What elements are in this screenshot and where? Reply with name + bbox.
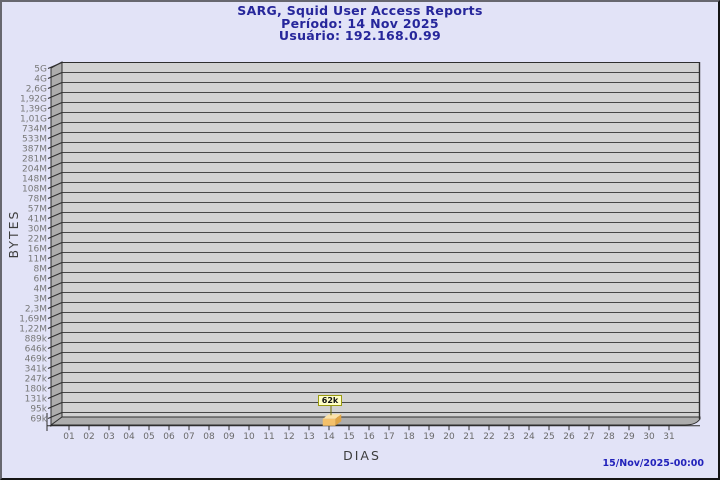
svg-text:1,39G: 1,39G bbox=[20, 105, 47, 115]
svg-text:734M: 734M bbox=[22, 125, 47, 135]
y-axis-labels: 5G4G2,6G1,92G1,39G1,01G734M533M387M281M2… bbox=[19, 65, 48, 425]
bar-value-label: 62k bbox=[318, 395, 342, 406]
svg-text:5G: 5G bbox=[34, 65, 47, 75]
svg-text:2,3M: 2,3M bbox=[25, 305, 47, 315]
chart-header: SARG, Squid User Access Reports Período:… bbox=[2, 3, 718, 43]
svg-text:02: 02 bbox=[83, 432, 94, 442]
svg-text:180k: 180k bbox=[25, 385, 48, 395]
svg-text:17: 17 bbox=[383, 432, 394, 442]
svg-text:31: 31 bbox=[663, 432, 674, 442]
svg-text:95k: 95k bbox=[30, 405, 47, 415]
svg-text:16: 16 bbox=[363, 432, 375, 442]
svg-text:3M: 3M bbox=[34, 295, 48, 305]
svg-text:08: 08 bbox=[203, 432, 215, 442]
bar-day-14 bbox=[322, 414, 342, 426]
svg-text:23: 23 bbox=[503, 432, 514, 442]
svg-text:11: 11 bbox=[263, 432, 274, 442]
svg-text:6M: 6M bbox=[34, 275, 48, 285]
svg-text:06: 06 bbox=[163, 432, 175, 442]
svg-text:11M: 11M bbox=[28, 255, 47, 265]
x-axis-title: DIAS bbox=[343, 448, 381, 463]
svg-text:07: 07 bbox=[183, 432, 194, 442]
svg-text:1,22M: 1,22M bbox=[19, 325, 47, 335]
svg-text:26: 26 bbox=[563, 432, 575, 442]
svg-text:108M: 108M bbox=[22, 185, 47, 195]
y-axis-ticks bbox=[47, 62, 63, 419]
svg-text:18: 18 bbox=[403, 432, 415, 442]
svg-text:4M: 4M bbox=[34, 285, 48, 295]
svg-text:30M: 30M bbox=[28, 225, 47, 235]
chart-period: Período: 14 Nov 2025 bbox=[281, 15, 439, 31]
svg-text:27: 27 bbox=[583, 432, 594, 442]
svg-text:14: 14 bbox=[323, 432, 335, 442]
svg-text:16M: 16M bbox=[28, 245, 47, 255]
svg-text:09: 09 bbox=[223, 432, 235, 442]
svg-text:03: 03 bbox=[103, 432, 114, 442]
svg-text:28: 28 bbox=[603, 432, 615, 442]
plot-area bbox=[62, 62, 700, 417]
svg-text:889k: 889k bbox=[25, 335, 48, 345]
svg-text:25: 25 bbox=[543, 432, 554, 442]
svg-text:387M: 387M bbox=[22, 145, 47, 155]
floor bbox=[49, 416, 701, 426]
svg-text:04: 04 bbox=[123, 432, 135, 442]
svg-text:20: 20 bbox=[443, 432, 455, 442]
svg-text:13: 13 bbox=[303, 432, 314, 442]
svg-text:30: 30 bbox=[643, 432, 655, 442]
svg-text:69k: 69k bbox=[30, 415, 47, 425]
svg-text:15: 15 bbox=[343, 432, 354, 442]
chart-title: SARG, Squid User Access Reports bbox=[237, 3, 483, 18]
svg-text:2,6G: 2,6G bbox=[26, 85, 47, 95]
svg-text:247k: 247k bbox=[25, 375, 48, 385]
svg-text:469k: 469k bbox=[25, 355, 48, 365]
svg-text:21: 21 bbox=[463, 432, 474, 442]
svg-text:22M: 22M bbox=[28, 235, 47, 245]
svg-text:19: 19 bbox=[423, 432, 435, 442]
svg-text:646k: 646k bbox=[25, 345, 48, 355]
x-axis-ticks bbox=[68, 425, 670, 431]
svg-text:8M: 8M bbox=[34, 265, 48, 275]
svg-text:533M: 533M bbox=[22, 135, 47, 145]
svg-text:1,92G: 1,92G bbox=[20, 95, 47, 105]
svg-text:12: 12 bbox=[283, 432, 294, 442]
svg-text:1,01G: 1,01G bbox=[20, 115, 47, 125]
svg-text:281M: 281M bbox=[22, 155, 47, 165]
svg-text:57M: 57M bbox=[28, 205, 47, 215]
svg-text:204M: 204M bbox=[22, 165, 47, 175]
svg-text:29: 29 bbox=[623, 432, 635, 442]
svg-text:10: 10 bbox=[243, 432, 255, 442]
svg-text:1,69M: 1,69M bbox=[19, 315, 47, 325]
svg-text:41M: 41M bbox=[28, 215, 47, 225]
svg-text:148M: 148M bbox=[22, 175, 47, 185]
svg-text:24: 24 bbox=[523, 432, 535, 442]
svg-text:131k: 131k bbox=[25, 395, 48, 405]
svg-text:4G: 4G bbox=[34, 75, 47, 85]
y-axis-title: BYTES bbox=[6, 209, 21, 259]
svg-text:78M: 78M bbox=[28, 195, 47, 205]
x-axis-labels: 01 02 03 04 05 06 07 08 09 10 11 12 13 14 15 16 17 18 19 20… bbox=[63, 432, 674, 442]
svg-text:341k: 341k bbox=[25, 365, 48, 375]
generation-timestamp: 15/Nov/2025-00:00 bbox=[602, 458, 704, 469]
chart-user: Usuário: 192.168.0.99 bbox=[278, 28, 442, 43]
svg-text:22: 22 bbox=[483, 432, 494, 442]
svg-text:01: 01 bbox=[63, 432, 74, 442]
svg-text:05: 05 bbox=[143, 432, 154, 442]
